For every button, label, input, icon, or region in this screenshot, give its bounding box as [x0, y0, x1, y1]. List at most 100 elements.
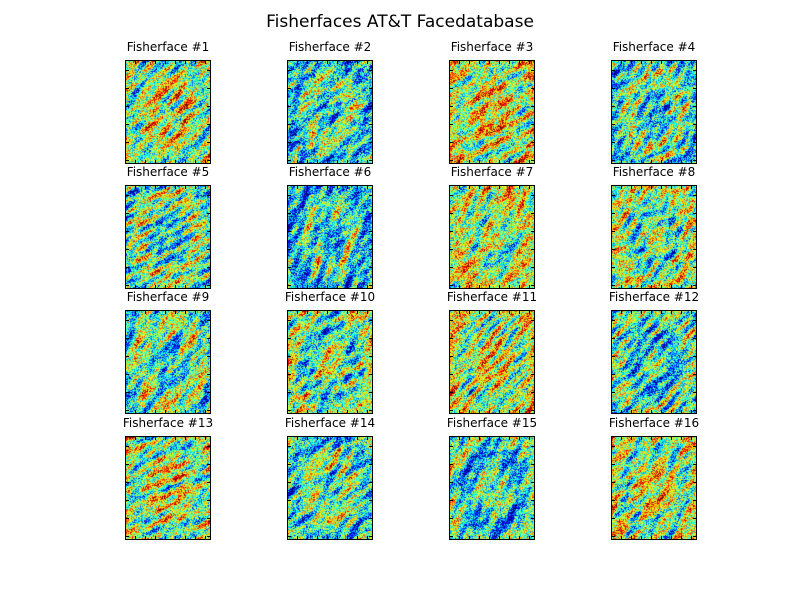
x-tick-top — [135, 310, 136, 314]
y-tick-right — [693, 500, 697, 501]
x-tick-top — [691, 310, 692, 314]
fisherface-panel: Fisherface #14 — [285, 416, 375, 540]
y-tick-right — [693, 482, 697, 483]
x-tick-bottom — [195, 536, 196, 540]
y-tick-left — [287, 160, 291, 161]
x-tick-top — [327, 185, 328, 189]
x-tick-top — [661, 310, 662, 314]
panel-frame — [125, 436, 211, 540]
y-tick-left — [287, 482, 291, 483]
x-tick-top — [357, 310, 358, 314]
x-tick-bottom — [681, 536, 682, 540]
x-tick-bottom — [145, 536, 146, 540]
panel-title: Fisherface #8 — [612, 165, 696, 179]
x-tick-top — [357, 60, 358, 64]
y-tick-right — [369, 464, 373, 465]
x-tick-bottom — [641, 160, 642, 164]
y-tick-left — [125, 213, 129, 214]
y-tick-right — [693, 249, 697, 250]
x-tick-bottom — [681, 160, 682, 164]
x-tick-top — [297, 436, 298, 440]
x-tick-top — [145, 60, 146, 64]
x-tick-top — [499, 185, 500, 189]
y-tick-left — [125, 285, 129, 286]
y-tick-right — [693, 231, 697, 232]
fisherface-heatmap — [125, 310, 211, 414]
x-tick-top — [185, 185, 186, 189]
y-tick-left — [611, 410, 615, 411]
panel-title: Fisherface #16 — [608, 416, 700, 430]
y-tick-left — [125, 464, 129, 465]
y-tick-left — [611, 195, 615, 196]
x-tick-bottom — [691, 285, 692, 289]
y-tick-left — [449, 338, 453, 339]
x-tick-bottom — [195, 410, 196, 414]
y-tick-right — [693, 356, 697, 357]
panel-frame — [449, 185, 535, 289]
y-tick-right — [369, 320, 373, 321]
panel-title: Fisherface #15 — [446, 416, 538, 430]
y-tick-right — [369, 410, 373, 411]
y-tick-left — [611, 536, 615, 537]
panel-frame — [287, 310, 373, 414]
x-tick-bottom — [175, 536, 176, 540]
x-tick-bottom — [165, 410, 166, 414]
fisherface-heatmap — [611, 60, 697, 164]
y-tick-right — [693, 160, 697, 161]
x-tick-bottom — [519, 285, 520, 289]
fisherface-heatmap — [449, 310, 535, 414]
panel-title: Fisherface #2 — [288, 40, 372, 54]
x-tick-bottom — [479, 410, 480, 414]
x-tick-top — [357, 436, 358, 440]
x-tick-bottom — [459, 160, 460, 164]
y-tick-left — [449, 195, 453, 196]
y-tick-left — [611, 500, 615, 501]
y-tick-left — [611, 320, 615, 321]
x-tick-top — [165, 310, 166, 314]
y-tick-right — [531, 446, 535, 447]
x-tick-bottom — [509, 160, 510, 164]
x-tick-bottom — [631, 536, 632, 540]
y-tick-right — [531, 482, 535, 483]
fisherface-heatmap — [125, 436, 211, 540]
x-tick-top — [307, 310, 308, 314]
x-tick-top — [145, 185, 146, 189]
y-tick-right — [693, 124, 697, 125]
x-tick-bottom — [175, 410, 176, 414]
x-tick-top — [631, 310, 632, 314]
y-tick-left — [287, 320, 291, 321]
y-tick-left — [125, 106, 129, 107]
y-tick-left — [125, 392, 129, 393]
x-tick-bottom — [357, 536, 358, 540]
x-tick-top — [175, 436, 176, 440]
y-tick-left — [449, 356, 453, 357]
x-tick-bottom — [185, 160, 186, 164]
y-tick-right — [693, 213, 697, 214]
x-tick-bottom — [337, 410, 338, 414]
y-tick-right — [531, 536, 535, 537]
x-tick-top — [195, 436, 196, 440]
y-tick-left — [125, 142, 129, 143]
y-tick-left — [125, 231, 129, 232]
x-tick-bottom — [519, 410, 520, 414]
x-tick-bottom — [691, 160, 692, 164]
y-tick-right — [207, 356, 211, 357]
y-tick-left — [449, 410, 453, 411]
x-tick-top — [317, 436, 318, 440]
panel-frame — [125, 310, 211, 414]
x-tick-top — [651, 185, 652, 189]
x-tick-top — [297, 185, 298, 189]
y-tick-left — [287, 195, 291, 196]
x-tick-top — [135, 60, 136, 64]
x-tick-bottom — [327, 410, 328, 414]
x-tick-bottom — [641, 285, 642, 289]
fisherface-heatmap — [611, 436, 697, 540]
x-tick-top — [681, 185, 682, 189]
x-tick-top — [641, 185, 642, 189]
x-tick-bottom — [337, 160, 338, 164]
x-tick-bottom — [135, 536, 136, 540]
x-tick-top — [479, 60, 480, 64]
x-tick-top — [651, 436, 652, 440]
fisherface-heatmap — [287, 60, 373, 164]
x-tick-top — [469, 185, 470, 189]
